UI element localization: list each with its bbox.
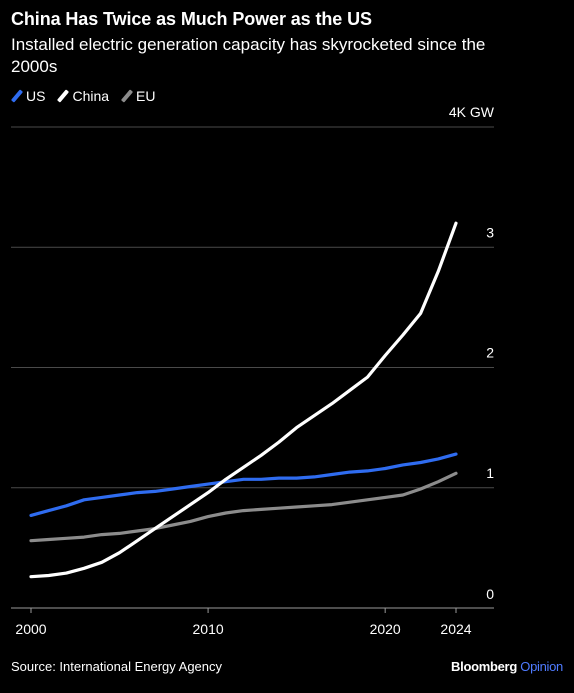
x-tick-label-2020: 2020 <box>370 621 401 637</box>
legend-item-china: China <box>57 88 109 104</box>
legend-item-us: US <box>10 88 46 104</box>
chart-subtitle: Installed electric generation capacity h… <box>11 35 486 76</box>
chart-title: China Has Twice as Much Power as the US <box>11 9 372 29</box>
y-tick-label-2: 2 <box>486 345 494 361</box>
legend: US China EU <box>10 88 156 104</box>
y-tick-label-0: 0 <box>486 586 494 602</box>
legend-label-china: China <box>72 88 110 104</box>
brand-suffix: Opinion <box>520 659 563 674</box>
series-line-eu <box>29 471 458 543</box>
y-tick-label-1: 1 <box>486 465 494 481</box>
x-tick-label-2024: 2024 <box>440 621 471 637</box>
x-tick-label-2010: 2010 <box>193 621 224 637</box>
series-line-us <box>29 452 458 517</box>
brand-name: Bloomberg <box>451 659 517 674</box>
brand-logo: Bloomberg Opinion <box>451 659 563 674</box>
legend-item-eu: EU <box>121 88 156 104</box>
y-tick-label-3: 3 <box>486 224 494 240</box>
x-tick-label-2000: 2000 <box>15 621 46 637</box>
legend-label-eu: EU <box>136 88 156 104</box>
y-tick-label-4: 4K GW <box>449 104 495 120</box>
source-note: Source: International Energy Agency <box>11 659 223 674</box>
series-line-china <box>29 221 458 579</box>
legend-label-us: US <box>26 88 46 104</box>
